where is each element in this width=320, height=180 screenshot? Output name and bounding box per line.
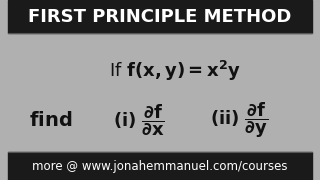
Text: more @ www.jonahemmanuel.com/courses: more @ www.jonahemmanuel.com/courses [32, 159, 288, 173]
Text: If $\mathbf{f(x,y) = x^2y}$: If $\mathbf{f(x,y) = x^2y}$ [109, 59, 241, 83]
Text: $\mathbf{(i)\ \dfrac{\partial f}{\partial x}}$: $\mathbf{(i)\ \dfrac{\partial f}{\partia… [113, 102, 164, 138]
Bar [8, 0, 312, 33]
Text: $\mathbf{(ii)\ \dfrac{\partial f}{\partial y}}$: $\mathbf{(ii)\ \dfrac{\partial f}{\parti… [210, 100, 268, 140]
Text: $\mathit{\mathbf{find}}$: $\mathit{\mathbf{find}}$ [29, 111, 72, 130]
Text: FIRST PRINCIPLE METHOD: FIRST PRINCIPLE METHOD [28, 8, 292, 26]
Bar [8, 152, 312, 180]
